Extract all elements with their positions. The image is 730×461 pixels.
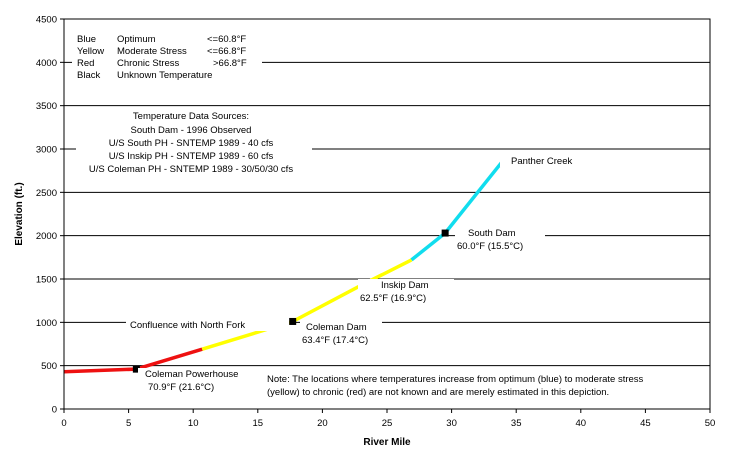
sources-title: Temperature Data Sources: [133,111,249,122]
series-line [201,258,413,351]
south-dam-temp: 60.0°F (15.5°C) [457,241,523,252]
y-tick-label: 2500 [36,188,57,199]
legend-color-3: Black [77,70,100,81]
legend-threshold-0: <=60.8°F [207,34,246,45]
y-tick-label: 4000 [36,58,57,69]
x-tick-label: 30 [446,418,457,429]
legend-color-2: Red [77,58,94,69]
legend-category-0: Optimum [117,34,156,45]
note-line-1: (yellow) to chronic (red) are not known … [267,387,609,398]
y-axis-title: Elevation (ft.) [14,182,25,245]
legend-color-1: Yellow [77,46,104,57]
coleman-dam-temp: 63.4°F (17.4°C) [302,335,368,346]
inskip-dam-label: Inskip Dam [381,280,429,291]
source-line-3: U/S Coleman PH - SNTEMP 1989 - 30/50/30 … [89,164,293,175]
x-tick-label: 45 [640,418,651,429]
south-dam-label: South Dam [468,228,516,239]
note-line-0: Note: The locations where temperatures i… [267,374,644,385]
y-tick-label: 3000 [36,145,57,156]
site-marker [441,229,449,237]
coleman-powerhouse-label: Coleman Powerhouse [145,369,238,380]
y-tick-label: 0 [52,405,57,416]
x-tick-label: 20 [317,418,328,429]
legend-category-3: Unknown Temperature [117,70,212,81]
note-block: Note: The locations where temperatures i… [262,373,708,400]
x-axis-title: River Mile [363,437,411,448]
coleman-powerhouse-temp: 70.9°F (21.6°C) [148,382,214,393]
x-tick-label: 40 [576,418,587,429]
x-axis-ticks: 0 5 10 15 20 25 30 35 40 45 50 [61,409,715,429]
y-tick-label: 500 [41,361,57,372]
y-tick-label: 2000 [36,231,57,242]
source-line-0: South Dam - 1996 Observed [131,125,252,136]
x-tick-label: 5 [126,418,131,429]
x-tick-label: 50 [705,418,716,429]
y-tick-label: 1500 [36,275,57,286]
site-marker [132,365,140,373]
confluence-label: Confluence with North Fork [130,320,245,331]
x-tick-label: 0 [61,418,66,429]
legend-color-0: Blue [77,34,96,45]
y-axis-ticks: 0 500 1000 1500 2000 2500 3000 3500 4000 4500 [36,15,64,416]
source-line-2: U/S Inskip PH - SNTEMP 1989 - 60 cfs [109,151,274,162]
legend-category-2: Chronic Stress [117,58,180,69]
x-tick-label: 15 [253,418,264,429]
x-tick-label: 25 [382,418,393,429]
legend: Blue Optimum <=60.8°F Yellow Moderate St… [72,30,262,85]
y-tick-label: 1000 [36,318,57,329]
x-tick-label: 35 [511,418,522,429]
source-line-1: U/S South PH - SNTEMP 1989 - 40 cfs [109,138,274,149]
coleman-dam-label: Coleman Dam [306,322,367,333]
legend-threshold-1: <=66.8°F [207,46,246,57]
inskip-dam-temp: 62.5°F (16.9°C) [360,293,426,304]
y-tick-label: 4500 [36,15,57,26]
legend-category-1: Moderate Stress [117,46,187,57]
x-tick-label: 10 [188,418,199,429]
data-sources-block: Temperature Data Sources: South Dam - 19… [76,108,312,175]
y-tick-label: 3500 [36,101,57,112]
legend-threshold-2: >66.8°F [213,58,247,69]
panther-creek-label: Panther Creek [511,156,573,167]
site-labels: Panther Creek South Dam 60.0°F (15.5°C) … [126,154,584,394]
site-marker [289,317,297,325]
